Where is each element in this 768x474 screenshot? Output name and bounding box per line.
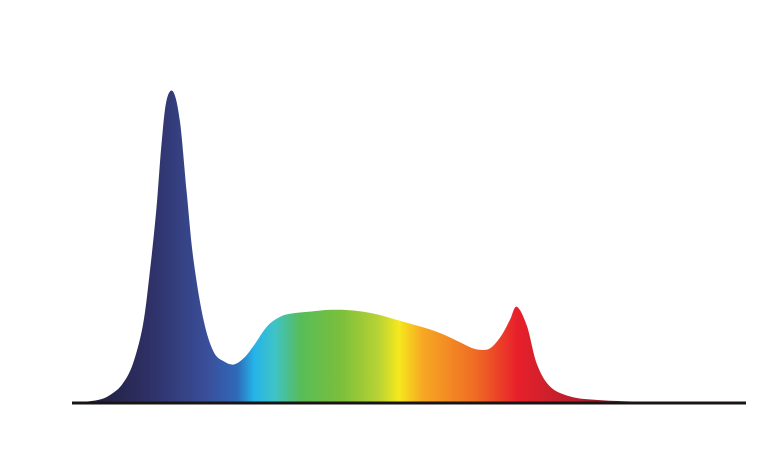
spectrum-area [72, 90, 746, 403]
